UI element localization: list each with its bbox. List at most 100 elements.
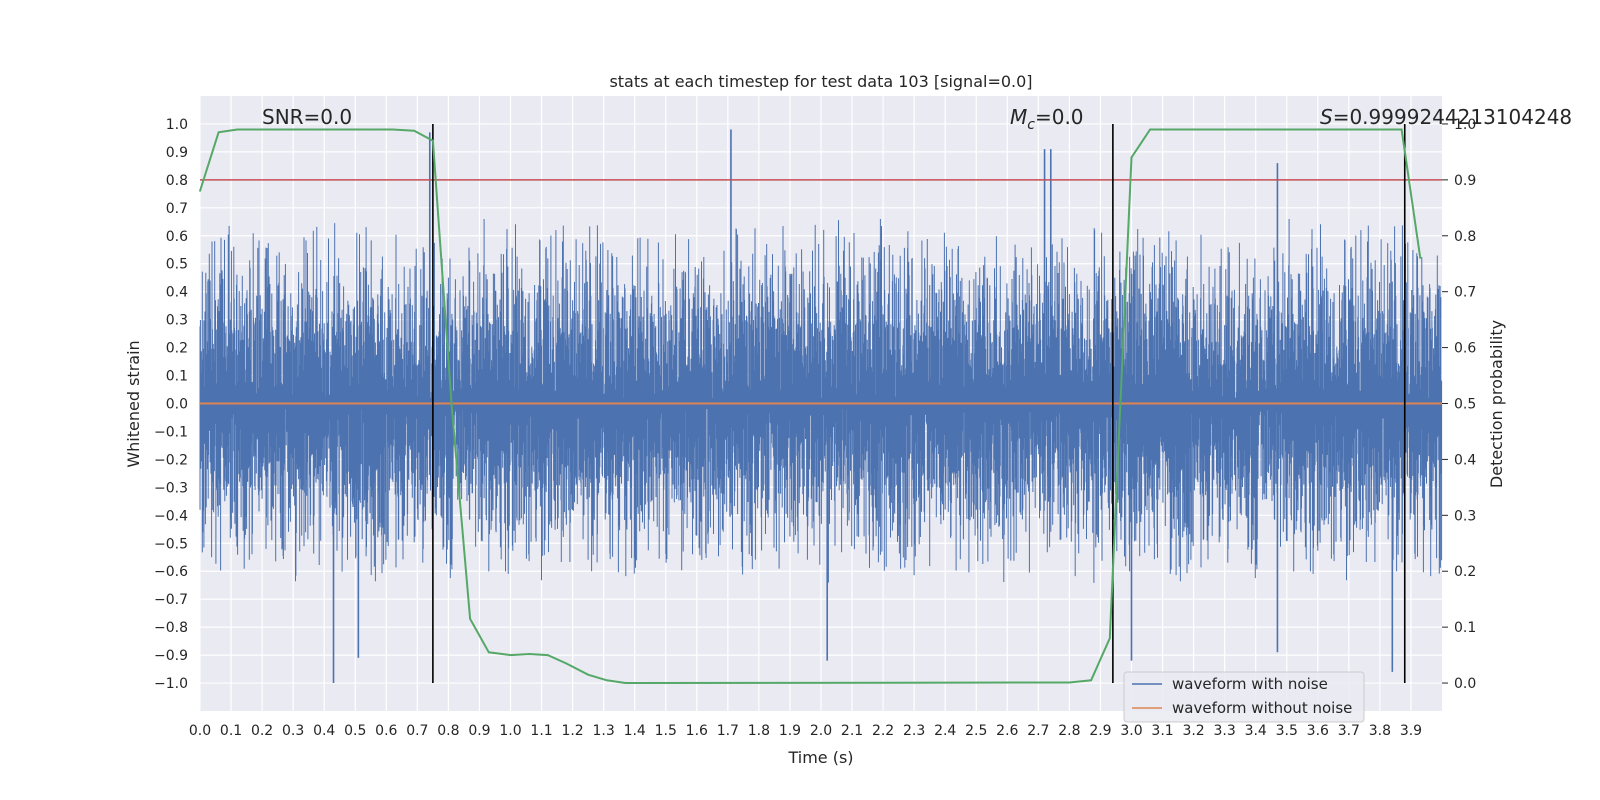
x-tick-label: 1.6 — [686, 723, 708, 739]
x-axis-ticks: 0.0 0.1 0.2 0.3 0.4 0.5 0.6 0.7 0.8 0.9 1.0 1.1 1.2 1… — [189, 723, 1422, 739]
x-tick-label: 3.0 — [1120, 723, 1142, 739]
x-tick-label: 0.1 — [220, 723, 242, 739]
x-tick-label: 0.5 — [344, 723, 366, 739]
right-tick-label: 0.5 — [1454, 397, 1476, 413]
right-tick-label: 0.3 — [1454, 508, 1476, 524]
x-tick-label: 0.9 — [468, 723, 490, 739]
y-tick-label: −0.1 — [154, 424, 188, 440]
x-tick-label: 3.5 — [1276, 723, 1298, 739]
detection-probability-point — [295, 128, 298, 131]
x-tick-label: 1.0 — [499, 723, 521, 739]
legend-label-clean: waveform without noise — [1172, 699, 1352, 717]
x-tick-label: 3.3 — [1214, 723, 1236, 739]
detection-probability-point — [354, 128, 357, 131]
x-tick-label: 2.9 — [1089, 723, 1111, 739]
detection-probability-point — [413, 129, 416, 132]
y-tick-label: −0.3 — [154, 480, 188, 496]
detection-probability-point — [199, 190, 201, 192]
x-tick-label: 3.8 — [1369, 723, 1391, 739]
right-tick-label: 0.6 — [1454, 341, 1476, 357]
detection-probability-point — [528, 653, 530, 655]
detection-probability-point — [236, 128, 239, 131]
right-tick-label: 0.9 — [1454, 173, 1476, 189]
detection-probability-point — [276, 128, 279, 131]
x-tick-label: 3.1 — [1151, 723, 1173, 739]
detection-probability-point — [1090, 679, 1092, 682]
x-tick-label: 0.3 — [282, 723, 304, 739]
x-tick-label: 2.7 — [1027, 723, 1049, 739]
detection-probability-point — [565, 662, 568, 665]
x-tick-label: 2.6 — [996, 723, 1018, 739]
x-tick-label: 1.5 — [655, 723, 677, 739]
right-axis-label: Detection probability — [1487, 320, 1506, 488]
right-tick-label: 0.2 — [1454, 564, 1476, 580]
right-tick-label: 0.4 — [1454, 452, 1476, 468]
snr-annotation: SNR=0.0 — [262, 105, 352, 129]
y-axis-label: Whitened strain — [124, 340, 143, 467]
y-tick-label: 0.8 — [166, 173, 188, 189]
detection-probability-point — [1167, 128, 1170, 131]
y-tick-label: −0.4 — [154, 508, 188, 524]
detection-probability-point — [469, 617, 471, 620]
x-tick-label: 0.6 — [375, 723, 397, 739]
x-tick-label: 2.2 — [872, 723, 894, 739]
x-tick-label: 2.8 — [1058, 723, 1080, 739]
detection-probability-point — [432, 139, 434, 142]
detection-probability-point — [373, 128, 375, 131]
y-tick-label: −1.0 — [154, 676, 188, 692]
detection-probability-point — [605, 679, 608, 682]
detection-probability-point — [314, 128, 316, 131]
detection-probability-point — [1130, 156, 1133, 159]
right-tick-label: 0.1 — [1454, 620, 1476, 636]
legend-label-noisy: waveform with noise — [1172, 675, 1328, 693]
y-tick-label: 0.4 — [166, 285, 188, 301]
chart-title: stats at each timestep for test data 103… — [609, 72, 1032, 91]
detection-probability-point — [587, 673, 589, 676]
detection-probability-point — [546, 654, 549, 656]
x-tick-label: 3.9 — [1400, 723, 1422, 739]
overlays — [199, 123, 1442, 685]
right-tick-label: 0.0 — [1454, 676, 1476, 692]
detection-probability-point — [391, 128, 394, 131]
right-tick-label: 0.8 — [1454, 229, 1476, 245]
y-tick-label: 0.7 — [166, 201, 188, 217]
y-tick-label: 0.1 — [166, 369, 188, 385]
detection-probability-point — [624, 682, 627, 684]
detection-probability-point — [450, 402, 453, 405]
x-tick-label: 2.1 — [841, 723, 863, 739]
x-tick-label: 0.7 — [406, 723, 428, 739]
right-tick-label: 0.7 — [1454, 285, 1476, 301]
detection-probability-point — [217, 131, 220, 134]
legend: waveform with noise waveform without noi… — [1123, 671, 1365, 723]
y-tick-label: 0.5 — [166, 257, 188, 273]
y-tick-label: 0.2 — [166, 341, 188, 357]
detection-probability-point — [487, 651, 490, 654]
detection-probability-point — [1419, 257, 1422, 259]
y-tick-label: 0.9 — [166, 145, 188, 161]
detection-probability-point — [332, 128, 335, 131]
detection-probability-point — [1400, 128, 1403, 131]
score-annotation: S=0.9999244213104248 — [1320, 105, 1572, 129]
y-tick-label: −0.6 — [154, 564, 188, 580]
x-tick-label: 1.3 — [593, 723, 615, 739]
x-tick-label: 1.1 — [530, 723, 552, 739]
y-tick-label: 1.0 — [166, 117, 188, 133]
y-axis-ticks: −1.0 −0.9 −0.8 −0.7 −0.6 −0.5 −0.4 −0.3 −0.2 −0.1… — [154, 117, 188, 692]
y-tick-label: 0.6 — [166, 229, 188, 245]
y-tick-label: 0.0 — [166, 397, 188, 413]
y-tick-label: −0.9 — [154, 648, 188, 664]
detection-probability-point — [258, 128, 260, 131]
x-tick-label: 3.7 — [1338, 723, 1360, 739]
x-tick-label: 3.4 — [1245, 723, 1267, 739]
detection-probability-point — [1149, 128, 1151, 131]
y-tick-label: −0.5 — [154, 536, 188, 552]
x-tick-label: 1.8 — [748, 723, 770, 739]
x-tick-label: 1.4 — [624, 723, 646, 739]
x-tick-label: 1.9 — [779, 723, 801, 739]
x-tick-label: 2.5 — [965, 723, 987, 739]
detection-probability-point — [1068, 681, 1071, 684]
x-tick-label: 1.2 — [561, 723, 583, 739]
y-tick-label: 0.3 — [166, 313, 188, 329]
x-axis-label: Time (s) — [787, 748, 853, 767]
